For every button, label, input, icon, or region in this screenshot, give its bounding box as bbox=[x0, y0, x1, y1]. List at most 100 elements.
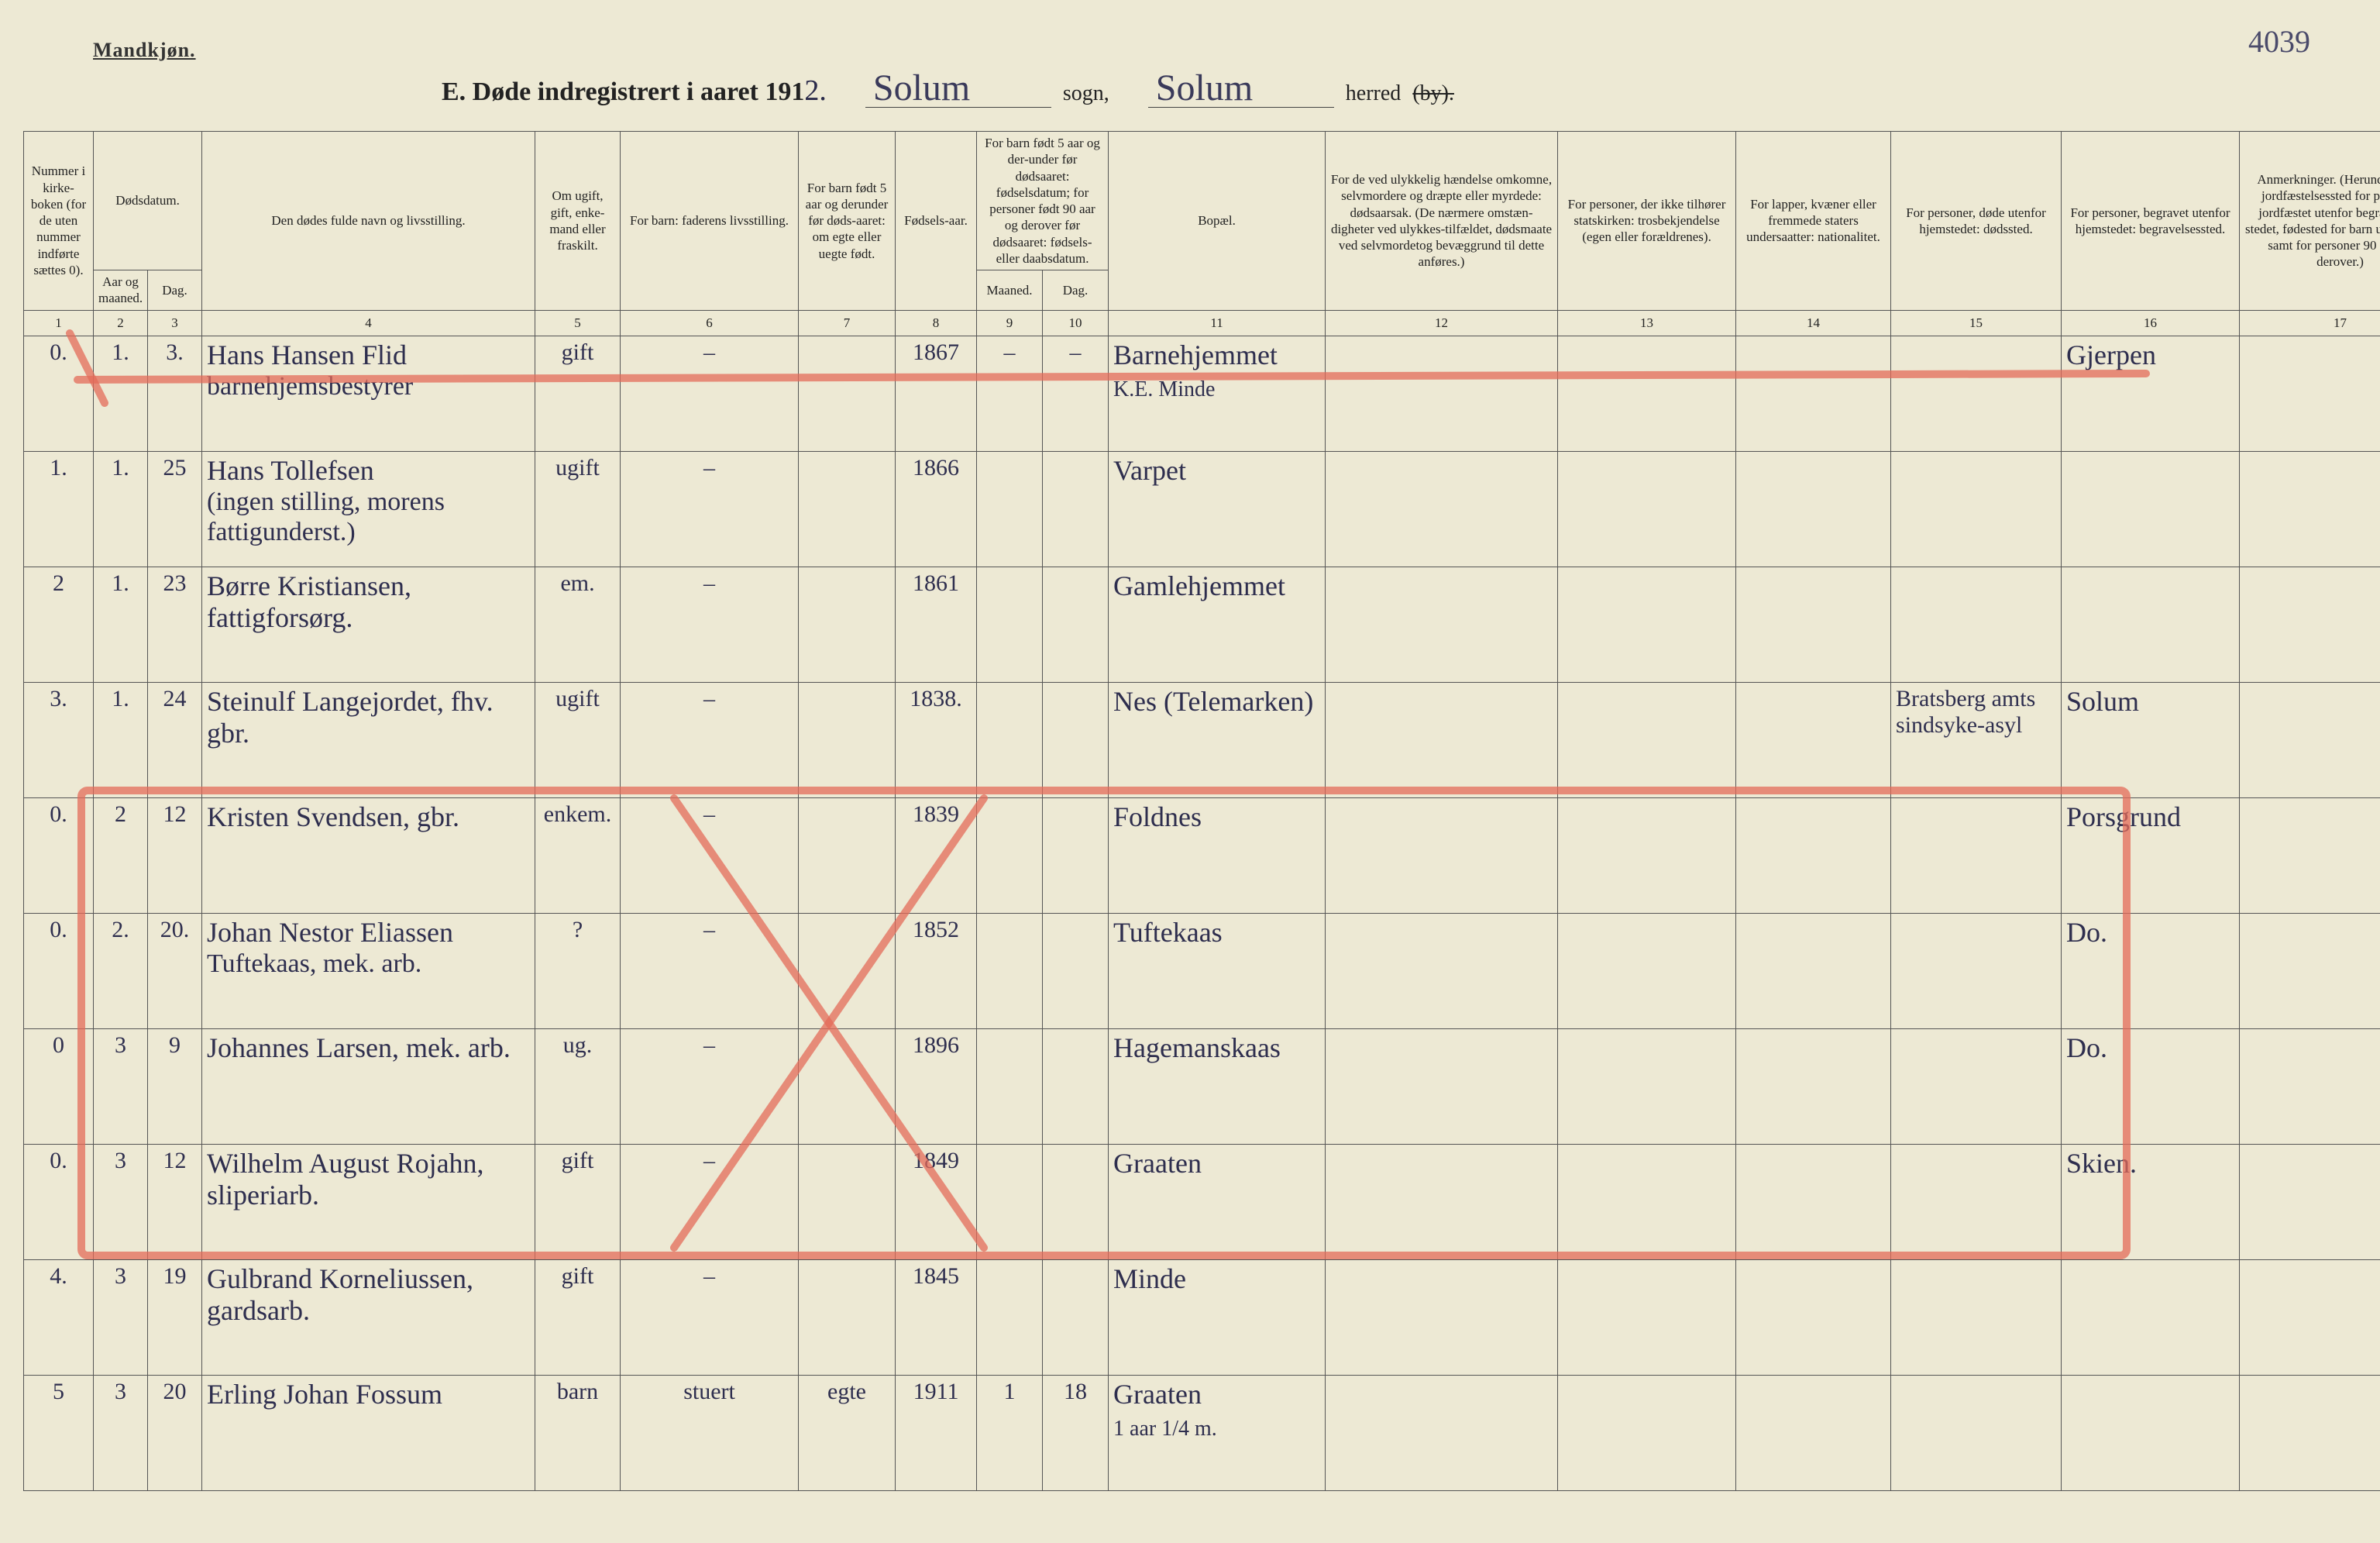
cell bbox=[2062, 451, 2240, 567]
cell: 1 bbox=[977, 1375, 1043, 1490]
cell bbox=[1736, 1028, 1891, 1144]
col-header: Nummer i kirke-boken (for de uten nummer… bbox=[24, 132, 94, 311]
table-row: 21.23Børre Kristiansen, fattigforsørg.em… bbox=[24, 567, 2380, 682]
cell bbox=[2240, 1375, 2380, 1490]
cell: gift bbox=[535, 336, 621, 451]
cell: ug. bbox=[535, 1028, 621, 1144]
col-header: Den dødes fulde navn og livsstilling. bbox=[202, 132, 535, 311]
cell bbox=[1736, 567, 1891, 682]
cell bbox=[799, 336, 896, 451]
cell: ugift bbox=[535, 682, 621, 797]
herred-value: Solum bbox=[1148, 70, 1334, 108]
table-row: 039Johannes Larsen, mek. arb.ug.–1896Hag… bbox=[24, 1028, 2380, 1144]
cell: 0 bbox=[24, 1028, 94, 1144]
cell bbox=[1736, 1144, 1891, 1259]
herred-label: herred bbox=[1346, 81, 1402, 106]
cell bbox=[1558, 1259, 1736, 1375]
cell: – bbox=[621, 682, 799, 797]
cell bbox=[1326, 567, 1558, 682]
cell bbox=[1736, 336, 1891, 451]
table-row: 0.2.20.Johan Nestor EliassenTuftekaas, m… bbox=[24, 913, 2380, 1028]
table-row: 3.1.24Steinulf Langejordet, fhv. gbr.ugi… bbox=[24, 682, 2380, 797]
cell: 4. bbox=[24, 1259, 94, 1375]
cell bbox=[977, 1028, 1043, 1144]
col-header: For lapper, kvæner eller fremmede stater… bbox=[1736, 132, 1891, 311]
col-number: 10 bbox=[1043, 310, 1109, 336]
cell bbox=[1326, 1259, 1558, 1375]
cell bbox=[1736, 913, 1891, 1028]
cell bbox=[799, 682, 896, 797]
cell bbox=[799, 1259, 896, 1375]
col-header: Anmerkninger. (Herunder bl. a. jordfæste… bbox=[2240, 132, 2380, 311]
cell: 1. bbox=[94, 567, 148, 682]
cell: 5 bbox=[24, 1375, 94, 1490]
cell: Johannes Larsen, mek. arb. bbox=[202, 1028, 535, 1144]
title-main: E. Døde indregistrert i aaret 1912. bbox=[442, 74, 827, 108]
cell: 12 bbox=[148, 797, 202, 913]
table-row: 0.1.3.Hans Hansen Flidbarnehjemsbestyrer… bbox=[24, 336, 2380, 451]
cell bbox=[1326, 451, 1558, 567]
cell: Foldnes bbox=[1109, 797, 1326, 913]
cell bbox=[1736, 1375, 1891, 1490]
cell bbox=[1558, 1028, 1736, 1144]
cell bbox=[1043, 451, 1109, 567]
cell: gift bbox=[535, 1259, 621, 1375]
cell bbox=[977, 451, 1043, 567]
cell: 19 bbox=[148, 1259, 202, 1375]
cell bbox=[2240, 913, 2380, 1028]
col-number: 16 bbox=[2062, 310, 2240, 336]
cell: 20. bbox=[148, 913, 202, 1028]
cell bbox=[2240, 567, 2380, 682]
cell bbox=[1558, 1144, 1736, 1259]
table-body: 0.1.3.Hans Hansen Flidbarnehjemsbestyrer… bbox=[24, 336, 2380, 1490]
col-header: Dødsdatum. bbox=[94, 132, 202, 270]
cell bbox=[1891, 336, 2062, 451]
cell: 2 bbox=[24, 567, 94, 682]
cell: Wilhelm August Rojahn, sliperiarb. bbox=[202, 1144, 535, 1259]
page-number-handwritten: 4039 bbox=[2248, 23, 2310, 60]
cell: Hagemanskaas bbox=[1109, 1028, 1326, 1144]
cell: 1867 bbox=[896, 336, 977, 451]
cell: 1896 bbox=[896, 1028, 977, 1144]
cell: Graaten bbox=[1109, 1144, 1326, 1259]
death-register-table: Nummer i kirke-boken (for de uten nummer… bbox=[23, 131, 2380, 1491]
cell: Hans Tollefsen(ingen stilling, morens fa… bbox=[202, 451, 535, 567]
table-row: 0.312Wilhelm August Rojahn, sliperiarb.g… bbox=[24, 1144, 2380, 1259]
cell: Gamlehjemmet bbox=[1109, 567, 1326, 682]
col-header: For personer, der ikke tilhører statskir… bbox=[1558, 132, 1736, 311]
cell bbox=[799, 451, 896, 567]
cell bbox=[1326, 1028, 1558, 1144]
table-row: 0.212Kristen Svendsen, gbr.enkem.–1839Fo… bbox=[24, 797, 2380, 913]
cell: 20 bbox=[148, 1375, 202, 1490]
cell: 18 bbox=[1043, 1375, 1109, 1490]
cell bbox=[1558, 682, 1736, 797]
cell: Bratsberg amts sindsyke-asyl bbox=[1891, 682, 2062, 797]
sogn-value: Solum bbox=[865, 70, 1051, 108]
cell: 0. bbox=[24, 336, 94, 451]
gender-label: Mandkjøn. bbox=[93, 39, 196, 62]
cell: Solum bbox=[2062, 682, 2240, 797]
sogn-wrap: Solum sogn, bbox=[865, 70, 1109, 108]
cell: 1845 bbox=[896, 1259, 977, 1375]
cell: – bbox=[621, 1144, 799, 1259]
cell bbox=[1043, 1028, 1109, 1144]
title-row: E. Døde indregistrert i aaret 1912. Solu… bbox=[442, 70, 2357, 108]
col-header: For barn født 5 aar og der-under før død… bbox=[977, 132, 1109, 270]
col-header: Fødsels-aar. bbox=[896, 132, 977, 311]
cell bbox=[2240, 451, 2380, 567]
cell: – bbox=[977, 336, 1043, 451]
cell bbox=[977, 1144, 1043, 1259]
col-number: 5 bbox=[535, 310, 621, 336]
cell: Tuftekaas bbox=[1109, 913, 1326, 1028]
cell bbox=[1043, 797, 1109, 913]
cell: 12 bbox=[148, 1144, 202, 1259]
table-row: 5320Erling Johan Fossumbarnstuertegte191… bbox=[24, 1375, 2380, 1490]
cell: gift bbox=[535, 1144, 621, 1259]
subhead-dag: Dag. bbox=[148, 270, 202, 311]
cell bbox=[977, 1259, 1043, 1375]
cell bbox=[1326, 336, 1558, 451]
cell: Gulbrand Korneliussen, gardsarb. bbox=[202, 1259, 535, 1375]
cell: 3 bbox=[94, 1259, 148, 1375]
cell bbox=[1326, 913, 1558, 1028]
cell bbox=[1326, 1144, 1558, 1259]
